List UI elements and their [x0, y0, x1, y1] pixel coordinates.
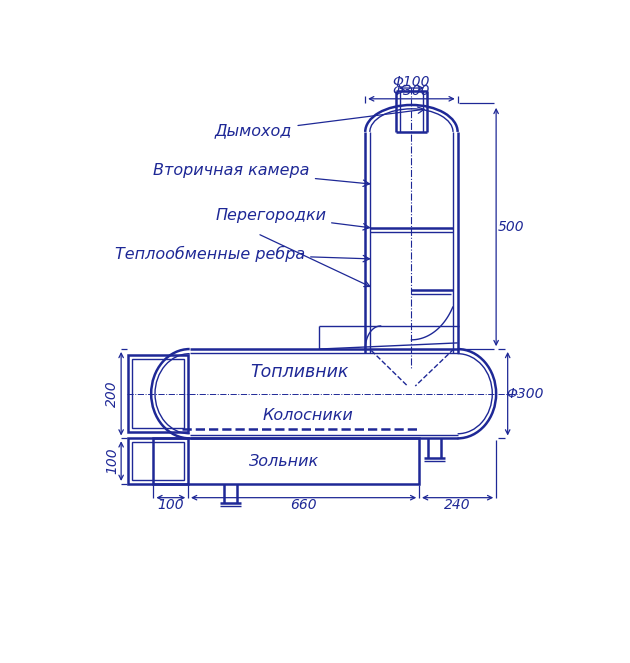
Text: 100: 100 [158, 499, 184, 512]
Text: 200: 200 [105, 381, 119, 407]
Text: 660: 660 [290, 499, 317, 512]
Text: Топливник: Топливник [251, 363, 349, 381]
Bar [128, 438, 188, 484]
Text: 500: 500 [498, 220, 525, 234]
Bar [132, 442, 184, 480]
Text: Φ100: Φ100 [392, 75, 430, 89]
Text: 240: 240 [444, 499, 471, 512]
Text: Вторичная камера: Вторичная камера [154, 163, 370, 186]
Bar [128, 355, 188, 432]
Text: Φ300: Φ300 [392, 84, 430, 98]
Text: Теплообменные ребра: Теплообменные ребра [115, 245, 370, 262]
Bar [154, 438, 419, 484]
Bar [132, 359, 184, 428]
Text: Перегородки: Перегородки [215, 208, 370, 230]
Text: Колосники: Колосники [262, 408, 353, 423]
Text: Φ300: Φ300 [506, 387, 543, 400]
Text: Зольник: Зольник [249, 453, 319, 469]
Text: 100: 100 [105, 448, 119, 475]
Text: Дымоход: Дымоход [215, 107, 424, 139]
